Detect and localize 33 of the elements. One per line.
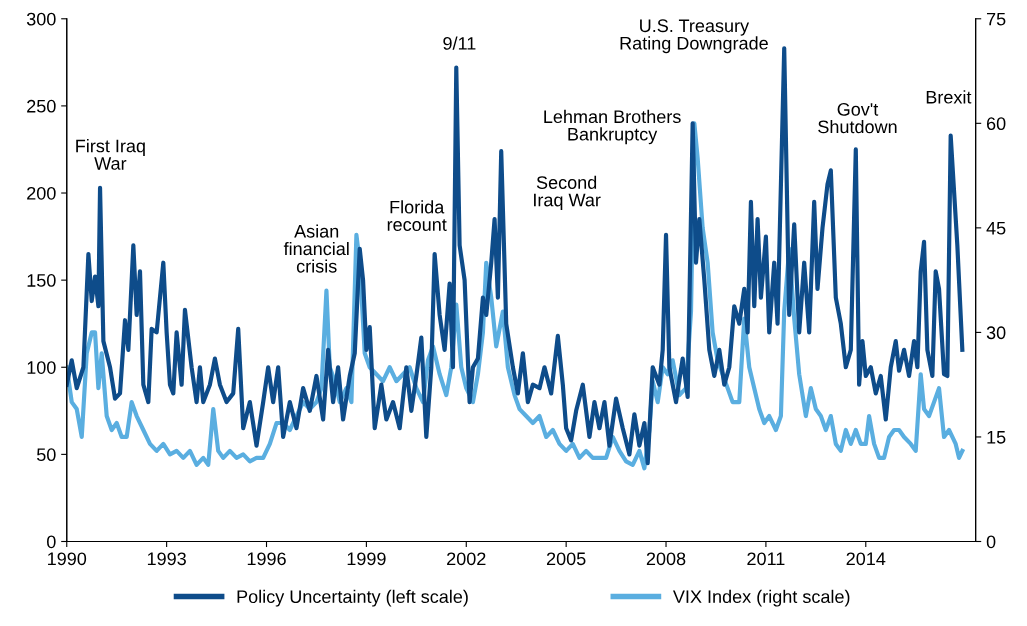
x-tick-label: 2014 xyxy=(846,552,886,566)
x-tick-label: 2002 xyxy=(447,552,486,566)
y2-tick-label: 60 xyxy=(986,117,1006,131)
y-tick-label: 0 xyxy=(47,535,56,549)
x-tick-label: 2008 xyxy=(646,552,686,566)
y-tick-label: 50 xyxy=(36,448,56,462)
y2-tick-label: 15 xyxy=(987,431,1006,444)
annotation: First Iraq War xyxy=(76,139,145,170)
annotation: Gov't Shutdown xyxy=(818,102,897,134)
x-tick-label: 2011 xyxy=(747,552,785,566)
annotation: Brexit xyxy=(926,90,972,104)
legend-label: Policy Uncertainty (left scale) xyxy=(237,589,468,607)
x-tick-label: 1993 xyxy=(147,552,186,566)
annotation: U.S. Treasury Rating Downgrade xyxy=(620,19,768,54)
y-tick-label: 150 xyxy=(27,274,56,287)
y2-tick-label: 75 xyxy=(986,12,1006,26)
x-tick-label: 1999 xyxy=(347,552,386,566)
y2-tick-label: 45 xyxy=(986,221,1006,235)
y-tick-label: 300 xyxy=(26,12,56,26)
annotation: Asian financial crisis xyxy=(283,224,349,273)
x-tick-label: 2005 xyxy=(546,552,586,566)
y-tick-label: 250 xyxy=(27,99,56,113)
x-tick-label: 1990 xyxy=(48,552,87,566)
legend-label: VIX Index (right scale) xyxy=(672,589,850,607)
y-tick-label: 100 xyxy=(27,361,56,374)
annotation: Florida recount xyxy=(387,200,447,231)
y2-tick-label: 30 xyxy=(986,326,1006,340)
annotation: Lehman Brothers Bankruptcy xyxy=(544,109,681,145)
annotation: 9/11 xyxy=(443,36,476,50)
y2-tick-label: 0 xyxy=(986,535,996,549)
x-tick-label: 1996 xyxy=(247,552,286,566)
annotation: Second Iraq War xyxy=(534,175,601,210)
y-tick-label: 200 xyxy=(27,186,56,200)
